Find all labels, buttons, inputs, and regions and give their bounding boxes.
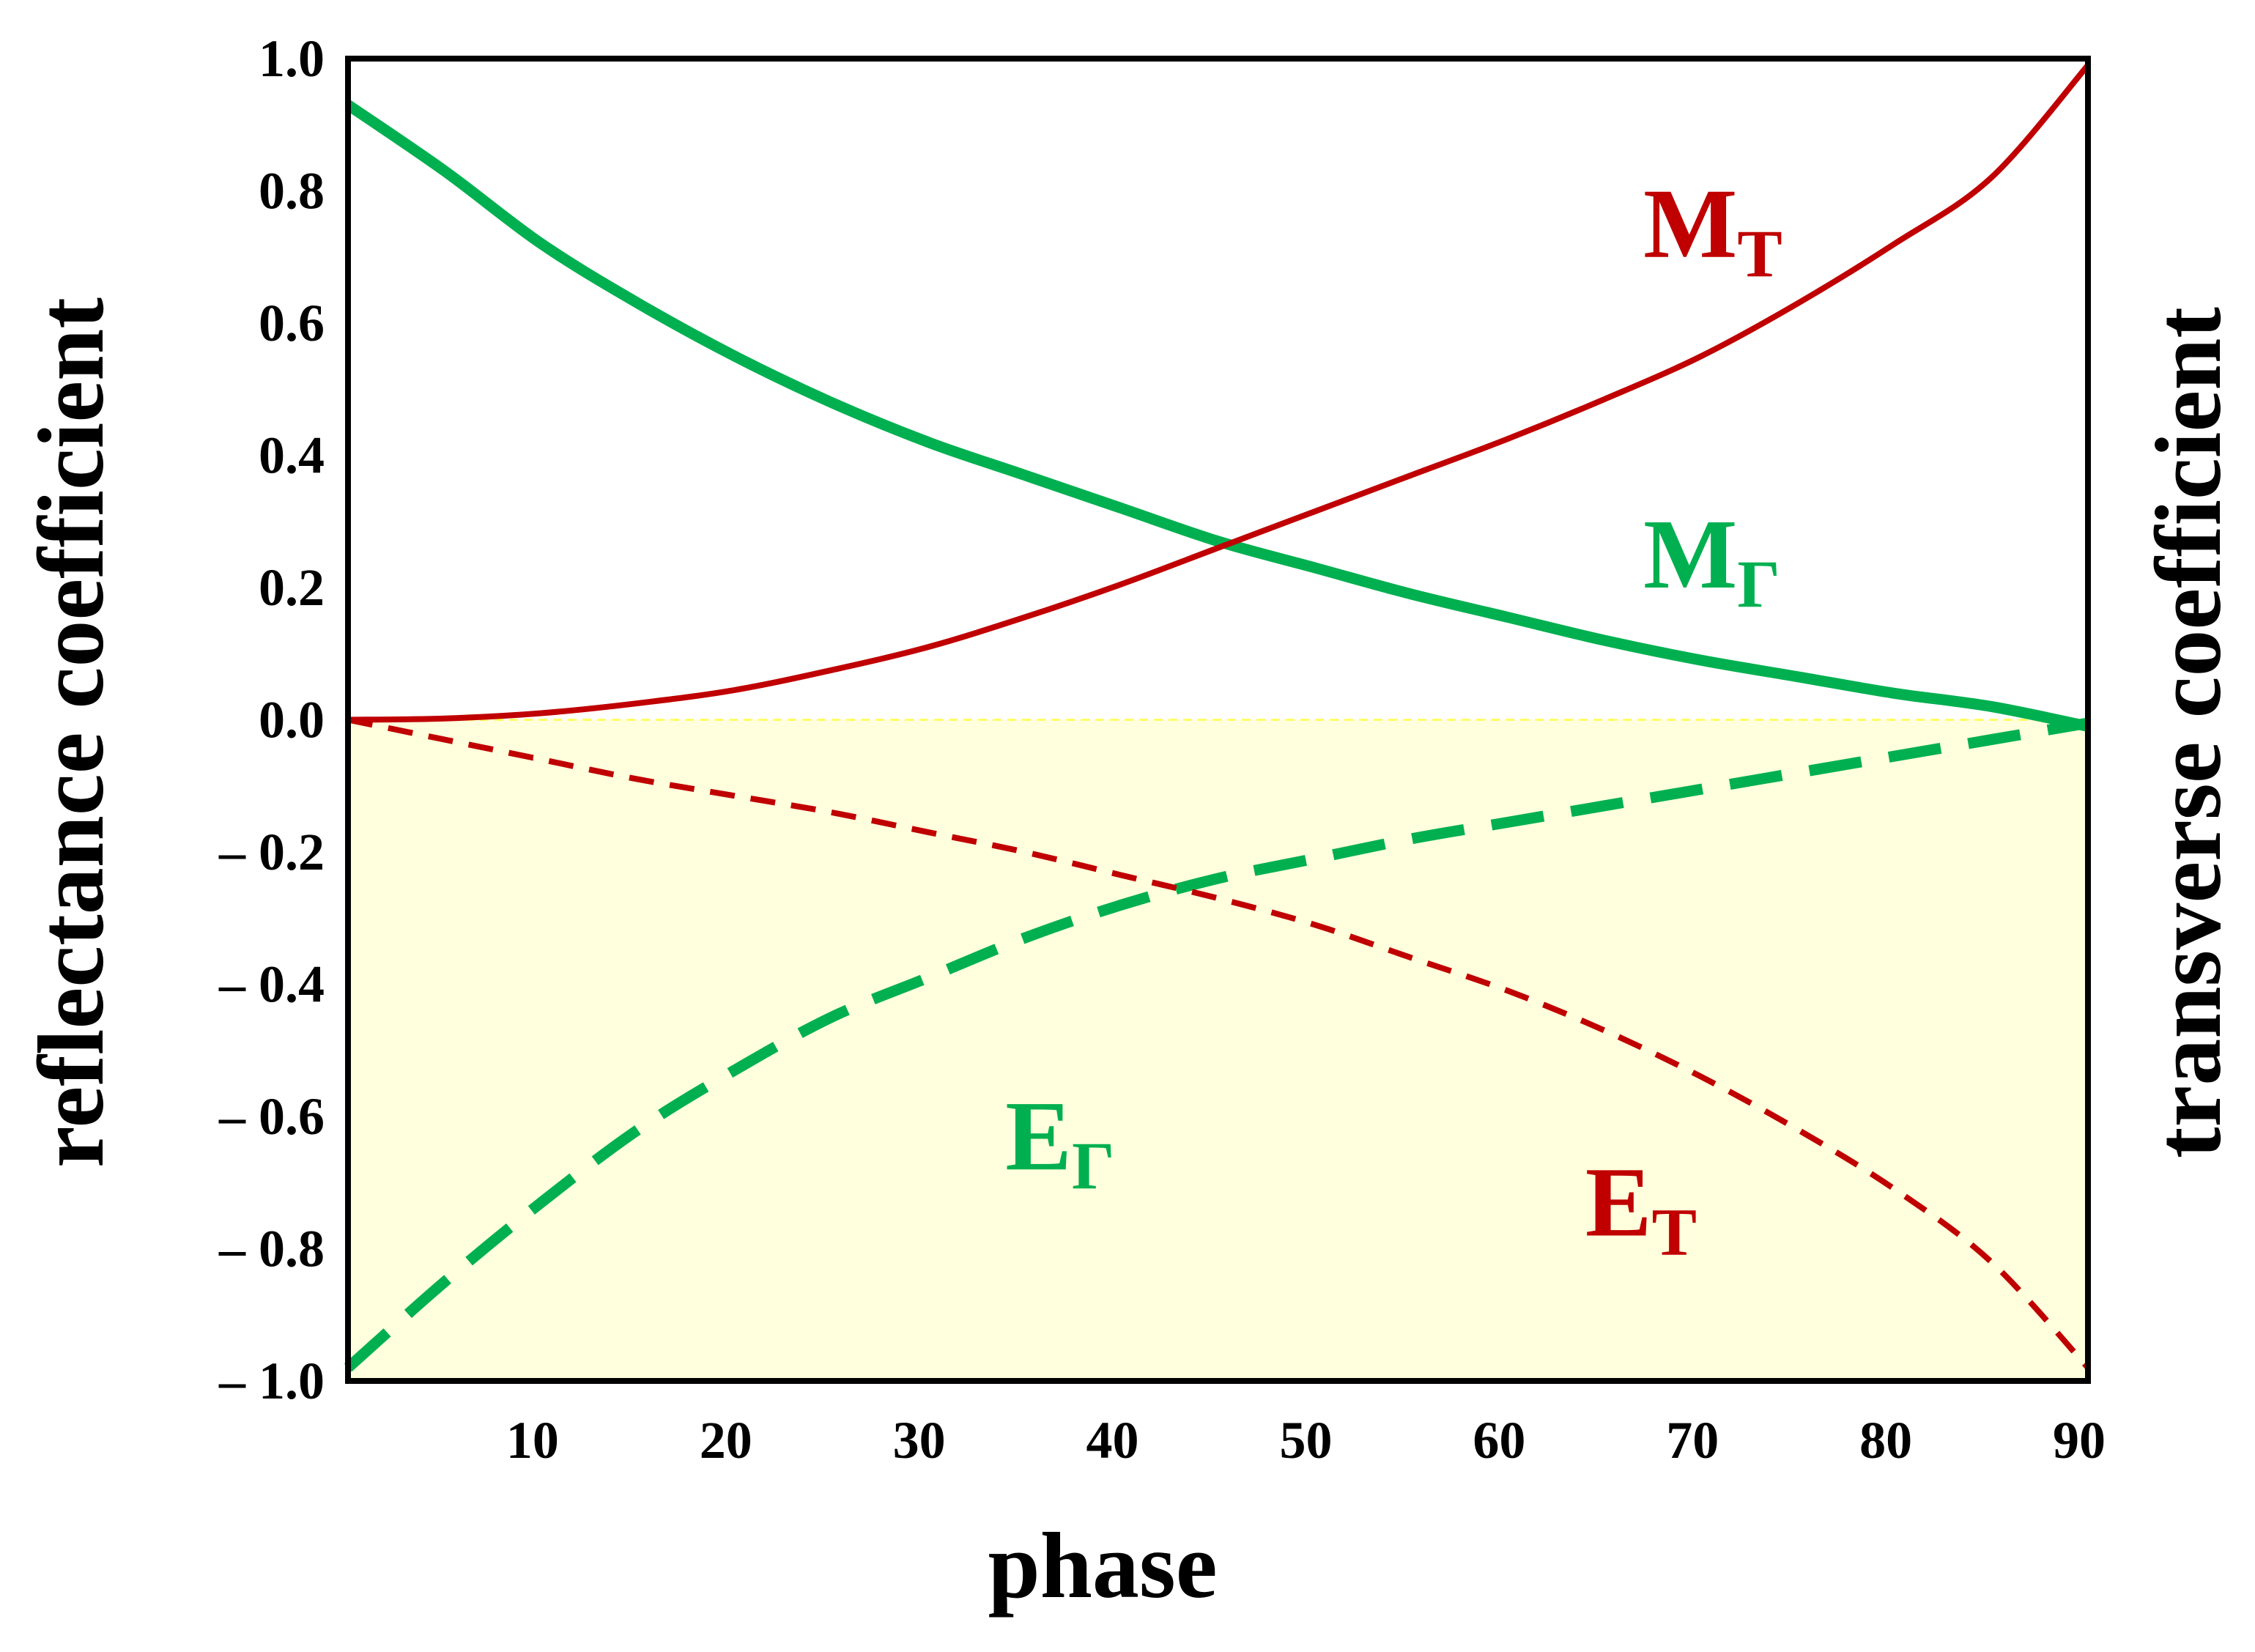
x-tick-label: 30	[893, 1411, 946, 1470]
y-tick-label: 0.0	[259, 691, 325, 749]
x-tick-label: 20	[700, 1411, 752, 1470]
y-axis-label-left: reflectance coefficient	[19, 297, 123, 1168]
series-label-sub: Γ	[1737, 547, 1780, 621]
series-layer	[344, 63, 2091, 1372]
y-axis-ticks: 1.0 0.8 0.6 0.4 0.2 0.0 – 0.2 – 0.4 – 0.6 – 0.8 – …	[218, 29, 325, 1410]
series-label-sub: T	[1737, 216, 1782, 291]
x-tick-label: 90	[2053, 1411, 2106, 1470]
y-tick-label: 0.4	[259, 426, 325, 485]
y-tick-label: 1.0	[259, 29, 325, 88]
x-axis-ticks: 10 20 30 40 50 60 70 80 90	[506, 1411, 2106, 1470]
y-tick-label: – 0.6	[218, 1087, 325, 1146]
x-tick-label: 70	[1666, 1411, 1719, 1470]
x-axis-label: phase	[988, 1514, 1218, 1618]
series-label-sub: Γ	[1072, 1128, 1115, 1203]
y-tick-label: 0.2	[259, 558, 325, 617]
x-tick-label: 60	[1473, 1411, 1525, 1470]
y-tick-label: – 1.0	[218, 1352, 325, 1410]
y-tick-label: – 0.2	[218, 823, 325, 881]
y-tick-label: – 0.4	[218, 955, 325, 1014]
series-label-sub: T	[1652, 1194, 1697, 1269]
x-tick-label: 80	[1859, 1411, 1912, 1470]
series-label-3: ET	[1585, 1147, 1697, 1269]
plot-frame	[345, 56, 2091, 1384]
series-label-main: M	[1643, 169, 1737, 279]
series-line-3	[347, 716, 2090, 1370]
y-tick-label: 0.6	[259, 294, 325, 352]
series-label-main: E	[1585, 1147, 1652, 1257]
x-tick-label: 50	[1279, 1411, 1332, 1470]
series-line-2	[344, 717, 2089, 1372]
series-label-1: MT	[1643, 169, 1782, 291]
series-label-0: MΓ	[1643, 500, 1780, 621]
series-label-main: E	[1005, 1081, 1072, 1191]
shaded-region	[348, 719, 2088, 1381]
x-tick-label: 40	[1086, 1411, 1139, 1470]
series-line-1	[347, 63, 2091, 723]
y-axis-label-right: transverse coefficient	[2136, 307, 2240, 1159]
series-label-2: EΓ	[1005, 1081, 1114, 1203]
series-line-0	[344, 100, 2089, 732]
series-label-main: M	[1643, 500, 1737, 610]
y-tick-label: 0.8	[259, 162, 325, 221]
x-tick-label: 10	[506, 1411, 559, 1470]
y-tick-label: – 0.8	[218, 1220, 325, 1278]
